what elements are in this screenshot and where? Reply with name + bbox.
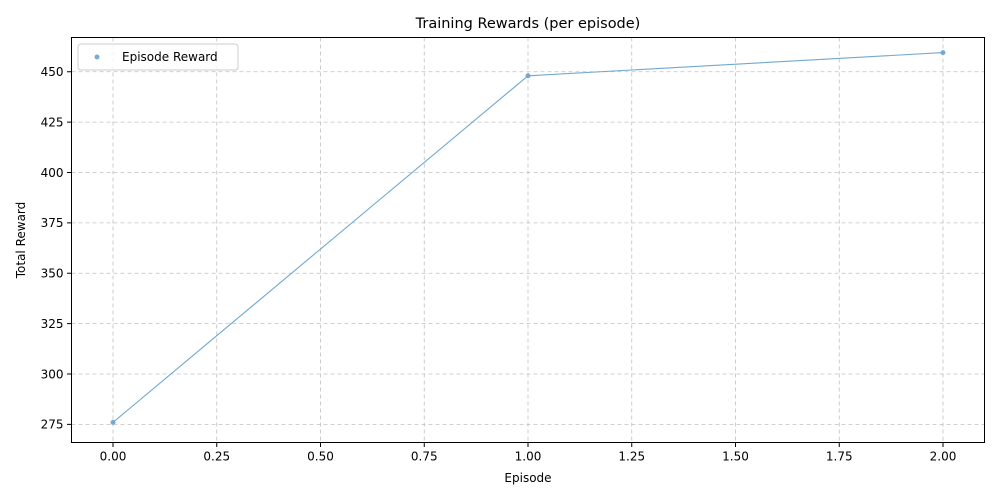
- x-tick-label: 1.50: [722, 450, 749, 464]
- grid: [71, 37, 985, 443]
- y-tick-label: 325: [41, 317, 64, 331]
- y-tick-label: 425: [41, 115, 64, 129]
- x-tick-label: 1.00: [515, 450, 542, 464]
- y-axis-label: Total Reward: [14, 202, 28, 280]
- y-tick-label: 375: [41, 216, 64, 230]
- x-tick-label: 1.25: [618, 450, 645, 464]
- x-tick-label: 1.75: [826, 450, 853, 464]
- legend-series-label: Episode Reward: [122, 50, 218, 64]
- y-tick-label: 400: [41, 166, 64, 180]
- ticks: 0.00 0.25 0.50 0.75 1.00 1.25 1.50 1.75 2.00 275 3…: [41, 65, 957, 463]
- x-tick-label: 2.00: [930, 450, 957, 464]
- data-point: [525, 73, 531, 79]
- x-tick-label: 0.50: [307, 450, 334, 464]
- y-tick-label: 275: [41, 418, 64, 432]
- x-tick-label: 0.00: [100, 450, 127, 464]
- data-point: [110, 419, 116, 425]
- legend-marker: [94, 54, 100, 60]
- y-tick-label: 300: [41, 367, 64, 381]
- x-tick-label: 0.25: [203, 450, 230, 464]
- series: [110, 50, 946, 425]
- x-tick-label: 0.75: [411, 450, 438, 464]
- legend: Episode Reward: [77, 43, 239, 71]
- x-axis-label: Episode: [504, 471, 551, 485]
- chart-title: Training Rewards (per episode): [415, 16, 641, 32]
- y-tick-label: 450: [41, 65, 64, 79]
- data-point: [940, 50, 946, 56]
- legend-box: [77, 43, 239, 71]
- y-tick-label: 350: [41, 267, 64, 281]
